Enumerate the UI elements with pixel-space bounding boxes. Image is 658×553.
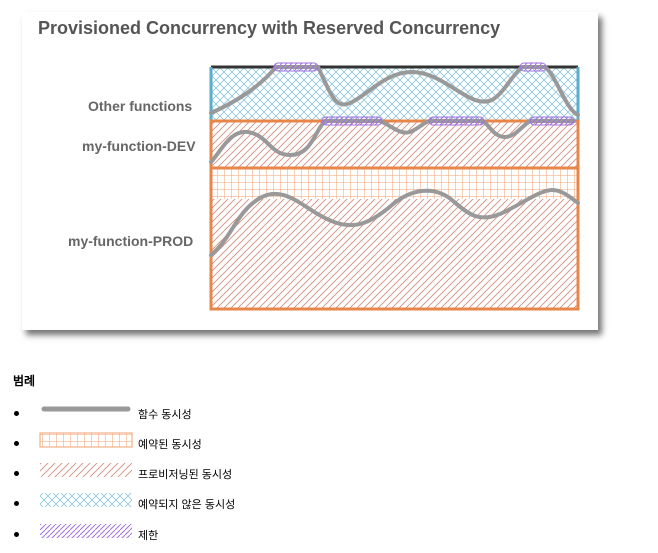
prod-provisioned-region — [211, 199, 578, 309]
diagram-title: Provisioned Concurrency with Reserved Co… — [38, 18, 501, 38]
row-label-dev: my-function-DEV — [82, 138, 196, 154]
bullet-icon — [14, 471, 19, 476]
bullet-icon — [14, 532, 19, 537]
row-label-prod: my-function-PROD — [68, 233, 194, 249]
orange-grid-swatch — [39, 432, 133, 448]
row-label-other-functions: Other functions — [88, 98, 193, 114]
bullet-icon — [14, 501, 19, 506]
red-hatch-swatch — [40, 463, 132, 477]
legend-label: 프로비저닝된 동시성 — [138, 469, 233, 481]
prod-concurrency-line — [209, 187, 580, 257]
limit-marker — [273, 62, 319, 72]
limit-marker — [321, 116, 383, 126]
legend-heading: 범례 — [13, 374, 36, 388]
limit-marker — [519, 62, 547, 72]
purple-hatch-swatch — [40, 524, 132, 538]
legend-label: 제한 — [138, 530, 159, 542]
legend-label: 함수 동시성 — [138, 409, 192, 421]
prod-border — [209, 166, 580, 311]
legend-label: 예약되지 않은 동시성 — [138, 499, 236, 511]
limit-marker — [428, 116, 485, 126]
limit-marker — [529, 116, 575, 126]
bullet-icon — [14, 441, 19, 446]
legend-label: 예약된 동시성 — [138, 439, 202, 451]
dev-concurrency-line — [209, 119, 576, 164]
bullet-icon — [14, 411, 19, 416]
blue-crosshatch-swatch — [40, 493, 132, 507]
